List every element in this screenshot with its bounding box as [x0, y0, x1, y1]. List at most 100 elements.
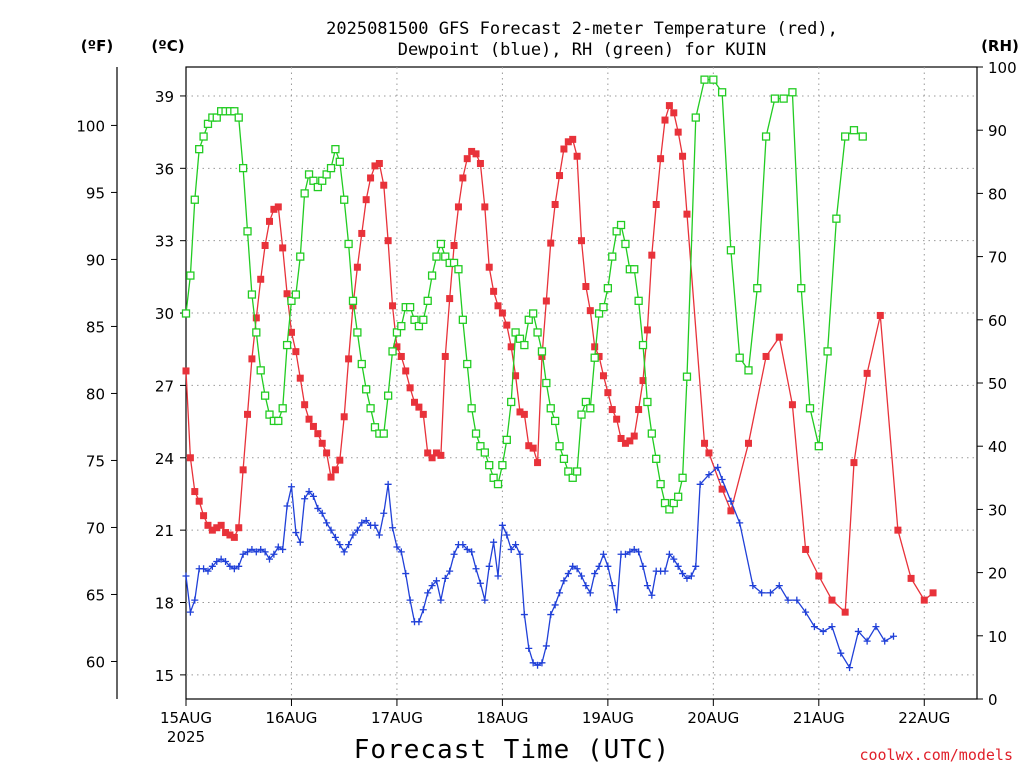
rh-point	[638, 340, 648, 350]
dewpoint-point	[604, 562, 612, 570]
rh-point	[643, 397, 652, 407]
dewpoint-point	[538, 659, 546, 667]
dewpoint-point	[775, 582, 783, 590]
dewpoint-point	[424, 589, 432, 597]
dewpoint-point	[481, 596, 489, 604]
rh-tick-label: 90	[988, 122, 1007, 140]
temperature-point	[626, 437, 634, 445]
temperature-point	[424, 449, 432, 457]
dewpoint-point	[578, 572, 585, 580]
temperature-point	[613, 415, 621, 423]
temperature-point	[578, 237, 585, 245]
temperature-point	[894, 526, 902, 534]
temperature-point	[331, 466, 339, 474]
temperature-point	[744, 439, 752, 447]
temperature-point	[397, 352, 405, 360]
rh-point	[630, 265, 639, 274]
celsius-tick-label: 39	[155, 88, 174, 106]
dewpoint-point	[687, 572, 695, 580]
rh-tick-label: 0	[988, 691, 998, 709]
dewpoint-point	[696, 480, 704, 488]
dewpoint-point	[525, 644, 533, 652]
dewpoint-point	[591, 570, 599, 578]
chart-title-line2: Dewpoint (blue), RH (green) for KUIN	[398, 40, 766, 60]
temperature-point	[419, 410, 427, 418]
dewpoint-point	[573, 565, 581, 573]
dewpoint-point	[222, 558, 230, 566]
dewpoint-series	[182, 463, 898, 672]
rh-point	[779, 94, 788, 103]
rh-point	[234, 113, 243, 122]
dewpoint-point	[727, 497, 735, 505]
rh-point	[181, 309, 191, 318]
rh-point	[212, 113, 221, 122]
dewpoint-point	[846, 664, 854, 672]
dewpoint-point	[279, 545, 287, 553]
dewpoint-point	[674, 562, 682, 570]
temperature-point	[621, 439, 629, 447]
rh-point	[405, 303, 415, 312]
temperature-point	[652, 200, 660, 208]
temperature-point	[472, 150, 480, 158]
temperature-point	[788, 401, 796, 409]
rh-point	[599, 303, 608, 312]
temperature-point	[239, 466, 247, 474]
rh-point	[190, 195, 199, 204]
dewpoint-point	[200, 565, 208, 573]
fahrenheit-tick-label: 100	[76, 117, 105, 135]
rh-point	[586, 404, 595, 413]
dewpoint-point	[802, 608, 810, 616]
temperature-point	[498, 309, 506, 317]
dewpoint-point	[261, 548, 269, 556]
temperature-point	[248, 355, 256, 363]
temperature-point	[230, 533, 238, 541]
x-tick-label: 21AUG	[793, 709, 845, 727]
temperature-point	[828, 596, 836, 604]
x-tick-label: 22AUG	[898, 709, 950, 727]
dewpoint-point	[608, 582, 616, 590]
temperature-point	[362, 196, 370, 204]
rh-point	[326, 163, 336, 173]
dewpoint-point	[556, 589, 564, 597]
dewpoint-point	[793, 596, 801, 604]
temperature-point	[476, 159, 484, 167]
temperature-point	[661, 116, 669, 124]
rh-point	[524, 315, 533, 324]
rh-tick-label: 40	[988, 438, 1007, 456]
rh-point	[265, 410, 274, 419]
rh-point	[660, 498, 670, 508]
temperature-point	[608, 406, 616, 414]
dewpoint-point	[450, 550, 458, 558]
celsius-tick-label: 18	[155, 595, 174, 613]
dewpoint-point	[736, 519, 744, 527]
rh-point	[717, 88, 727, 97]
rh-point	[454, 265, 463, 274]
temperature-point	[459, 174, 467, 182]
dewpoint-point	[252, 548, 260, 556]
dewpoint-point	[340, 548, 348, 556]
temperature-point	[542, 297, 550, 305]
temperature-point	[617, 434, 625, 442]
rh-point	[744, 366, 753, 375]
temperature-point	[235, 524, 243, 532]
x-axis-label: Forecast Time (UTC)	[354, 735, 670, 765]
temperature-point	[265, 217, 273, 225]
temperature-point	[406, 384, 414, 392]
dewpoint-point	[890, 632, 898, 640]
dewpoint-point	[397, 548, 405, 556]
rh-point	[410, 315, 419, 324]
rh-point	[572, 467, 582, 476]
fahrenheit-tick-label: 80	[86, 385, 105, 403]
rh-point	[652, 454, 661, 463]
temperature-point	[907, 574, 915, 582]
temperature-point	[551, 200, 559, 208]
temperature-point	[547, 239, 555, 247]
rh-point	[761, 132, 771, 141]
dewpoint-point	[226, 562, 234, 570]
temperature-point	[340, 413, 348, 421]
temperature-point	[327, 473, 335, 481]
dewpoint-point	[661, 567, 669, 575]
dewpoint-point	[621, 550, 629, 558]
dewpoint-point	[468, 548, 476, 556]
temperature-point	[292, 348, 300, 356]
